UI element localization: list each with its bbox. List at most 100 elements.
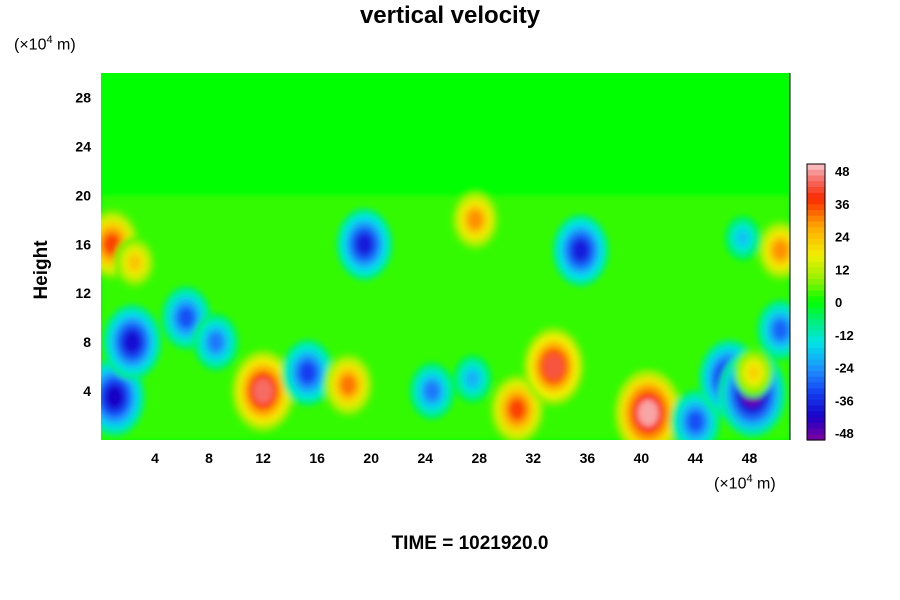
- colorbar-segment: [807, 244, 825, 251]
- colorbar-segment: [807, 325, 825, 332]
- colorbar-segment: [807, 313, 825, 320]
- colorbar-segment: [807, 319, 825, 326]
- y-unit-suffix: m): [52, 36, 76, 54]
- colorbar: 48 36 24 12 0 -12 -24 -36 -48: [806, 163, 855, 441]
- colorbar-segment: [807, 296, 825, 303]
- colorbar-segment: [807, 365, 825, 372]
- field-feature: [299, 362, 316, 383]
- colorbar-label: -48: [835, 426, 854, 441]
- x-tick-label: 12: [255, 450, 271, 466]
- colorbar-segment: [807, 394, 825, 401]
- colorbar-segment: [807, 307, 825, 315]
- colorbar-segment: [807, 348, 825, 355]
- x-tick-label: 44: [688, 450, 704, 466]
- chart-title: vertical velocity: [359, 2, 541, 29]
- colorbar-frame: [806, 163, 826, 441]
- y-tick-label: 20: [75, 187, 91, 203]
- colorbar-segment: [807, 371, 825, 378]
- field-feature: [737, 231, 749, 246]
- colorbar-segment: [807, 422, 825, 430]
- colorbar-segment: [807, 256, 825, 263]
- heatmap-field: [101, 73, 790, 440]
- y-axis-unit: (×104 m): [14, 34, 76, 54]
- field-feature: [178, 307, 194, 328]
- colorbar-segment: [807, 250, 825, 257]
- colorbar-label: 0: [835, 295, 842, 310]
- colorbar-segment: [807, 187, 825, 194]
- colorbar-segment: [807, 428, 825, 435]
- colorbar-segment: [807, 227, 825, 234]
- x-tick-label: 48: [742, 450, 758, 466]
- y-tick-label: 12: [75, 285, 91, 301]
- y-unit-exponent: 4: [46, 34, 53, 46]
- field-feature: [637, 399, 659, 427]
- colorbar-segment: [807, 210, 825, 217]
- colorbar-label: 12: [835, 262, 849, 277]
- field-feature: [103, 233, 121, 255]
- colorbar-segment: [807, 330, 825, 338]
- x-tick-label: 28: [471, 450, 487, 466]
- colorbar-segment: [807, 192, 825, 200]
- field-feature: [466, 371, 479, 387]
- y-tick-label: 4: [83, 383, 91, 399]
- colorbar-segment: [807, 290, 825, 297]
- colorbar-label: 48: [835, 164, 849, 179]
- colorbar-label: 36: [835, 197, 849, 212]
- colorbar-segment: [807, 411, 825, 418]
- colorbar-segment: [807, 388, 825, 395]
- colorbar-segment: [807, 417, 825, 424]
- colorbar-segment: [807, 353, 825, 361]
- field-feature: [571, 239, 590, 262]
- y-tick-label: 28: [75, 89, 91, 105]
- x-unit-prefix: (×10: [714, 475, 747, 493]
- colorbar-segment: [807, 405, 825, 412]
- field-feature: [123, 330, 142, 354]
- colorbar-segment: [807, 169, 825, 177]
- colorbar-segment: [807, 284, 825, 292]
- colorbar-segment: [807, 238, 825, 246]
- field-feature: [508, 398, 526, 421]
- colorbar-segment: [807, 175, 825, 182]
- colorbar-segment: [807, 273, 825, 280]
- field-feature: [773, 320, 788, 340]
- y-tick-label: 8: [83, 334, 91, 350]
- colorbar-label: -12: [835, 328, 854, 343]
- x-tick-label: 36: [580, 450, 596, 466]
- y-tick-label: 16: [75, 236, 91, 252]
- colorbar-segment: [807, 164, 825, 171]
- colorbar-segment: [807, 399, 825, 407]
- field-feature: [687, 411, 704, 432]
- colorbar-segment: [807, 434, 825, 441]
- x-unit-suffix: m): [752, 475, 776, 493]
- colorbar-segment: [807, 279, 825, 286]
- x-tick-label: 4: [151, 450, 159, 466]
- x-tick-label: 32: [526, 450, 542, 466]
- field-feature: [544, 354, 563, 379]
- colorbar-segment: [807, 336, 825, 343]
- x-tick-label: 20: [363, 450, 379, 466]
- colorbar-segment: [807, 198, 825, 205]
- field-feature: [747, 365, 760, 381]
- field-feature: [128, 254, 142, 271]
- colorbar-segment: [807, 376, 825, 384]
- x-unit-exponent: 4: [746, 473, 753, 485]
- colorbar-segment: [807, 261, 825, 269]
- colorbar-segment: [807, 181, 825, 188]
- x-tick-label: 40: [634, 450, 650, 466]
- colorbar-segment: [807, 267, 825, 274]
- field-feature: [208, 333, 223, 351]
- y-unit-prefix: (×10: [14, 36, 47, 54]
- colorbar-label: -24: [835, 361, 855, 376]
- colorbar-label: -36: [835, 393, 854, 408]
- time-label: TIME = 1021920.0: [391, 533, 549, 554]
- colorbar-segment: [807, 342, 825, 349]
- colorbar-segment: [807, 359, 825, 366]
- y-tick-label: 24: [75, 138, 91, 154]
- field-feature: [105, 385, 124, 410]
- field-feature: [773, 241, 788, 260]
- colorbar-segment: [807, 204, 825, 211]
- colorbar-segment: [807, 382, 825, 389]
- field-feature: [253, 378, 273, 404]
